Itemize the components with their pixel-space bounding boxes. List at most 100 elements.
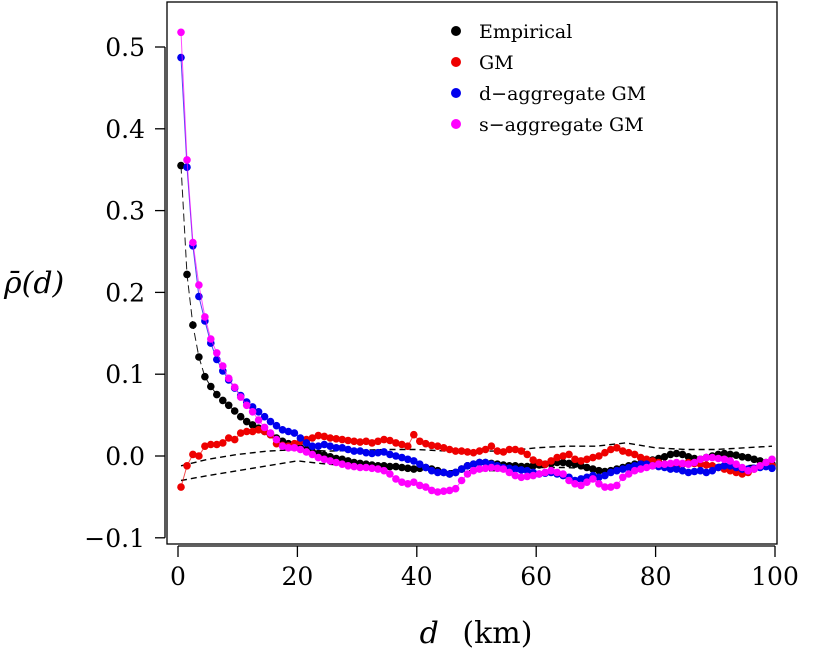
data-point: [666, 459, 675, 468]
data-point: [505, 445, 514, 454]
data-point: [565, 450, 573, 459]
data-point: [726, 450, 734, 459]
data-point: [230, 407, 239, 415]
data-point: [439, 487, 448, 496]
data-point: [398, 440, 406, 449]
data-point: [517, 473, 526, 482]
data-point: [619, 447, 627, 455]
data-point: [714, 454, 723, 463]
data-point: [451, 468, 460, 477]
data-point: [696, 455, 705, 464]
data-point: [213, 349, 221, 357]
y-tick-label: 0.4: [105, 115, 145, 144]
data-point: [350, 462, 358, 471]
data-point: [308, 450, 317, 459]
data-point: [457, 476, 466, 485]
data-point: [392, 452, 400, 460]
legend-label: GM: [479, 52, 514, 74]
data-point: [260, 423, 269, 432]
data-point: [386, 470, 394, 478]
data-point: [422, 463, 430, 472]
legend-label: d−aggregate GM: [479, 83, 646, 105]
data-point: [320, 455, 329, 464]
data-point: [272, 435, 281, 444]
data-point: [475, 458, 484, 467]
data-point: [672, 465, 681, 473]
data-point: [189, 238, 197, 247]
data-point: [702, 461, 711, 469]
data-point: [332, 435, 341, 443]
data-point: [762, 458, 770, 467]
data-point: [177, 28, 185, 37]
data-point: [404, 442, 412, 451]
data-point: [230, 383, 239, 392]
legend-marker: [451, 119, 461, 129]
data-point: [595, 480, 603, 488]
data-point: [684, 468, 693, 477]
data-point: [338, 460, 347, 469]
data-point: [738, 453, 746, 461]
y-tick-label: 0.3: [105, 197, 145, 226]
data-point: [624, 463, 633, 472]
data-point: [224, 434, 233, 442]
data-point: [744, 466, 752, 475]
data-point: [439, 444, 448, 452]
data-point: [475, 465, 484, 473]
data-point: [463, 462, 472, 470]
data-point: [236, 412, 245, 421]
data-point: [189, 450, 197, 459]
data-point: [248, 427, 257, 436]
data-point: [720, 462, 729, 470]
data-point: [398, 453, 406, 462]
data-point: [619, 465, 627, 473]
data-point: [696, 466, 705, 475]
data-point: [469, 460, 478, 469]
data-point: [624, 448, 633, 457]
data-point: [654, 460, 663, 469]
data-point: [571, 480, 579, 488]
data-point: [469, 466, 478, 475]
data-point: [422, 439, 430, 448]
data-point: [224, 401, 233, 410]
data-point: [499, 465, 508, 473]
x-tick-label: 0: [170, 562, 186, 591]
data-point: [416, 460, 424, 469]
series-3: [177, 28, 776, 496]
data-point: [398, 478, 406, 487]
data-point: [392, 462, 400, 471]
data-point: [189, 321, 197, 329]
data-point: [302, 439, 311, 447]
x-axis-title-var: d: [420, 616, 439, 651]
data-point: [219, 396, 227, 405]
data-point: [338, 444, 347, 452]
data-point: [642, 463, 651, 472]
data-point: [445, 486, 454, 495]
data-point: [242, 417, 251, 426]
data-point: [690, 458, 699, 467]
data-point: [207, 382, 215, 391]
data-point: [487, 442, 496, 451]
data-point: [505, 468, 514, 477]
data-point: [714, 463, 723, 472]
data-point: [326, 457, 335, 465]
data-point: [183, 462, 191, 470]
data-point: [541, 460, 549, 469]
data-point: [254, 416, 263, 424]
data-point: [595, 466, 603, 475]
data-point: [326, 442, 335, 451]
legend-marker: [451, 26, 461, 36]
data-point: [481, 458, 490, 467]
data-point: [416, 481, 424, 490]
data-point: [344, 445, 352, 454]
data-point: [278, 426, 287, 434]
data-point: [422, 483, 430, 491]
data-point: [756, 462, 764, 470]
legend-marker: [451, 57, 461, 67]
data-point: [278, 442, 287, 451]
data-point: [630, 450, 639, 459]
data-point: [213, 390, 221, 399]
legend-item: GM: [451, 52, 514, 74]
data-point: [445, 445, 454, 454]
series-line: [180, 165, 773, 475]
data-point: [344, 462, 352, 470]
